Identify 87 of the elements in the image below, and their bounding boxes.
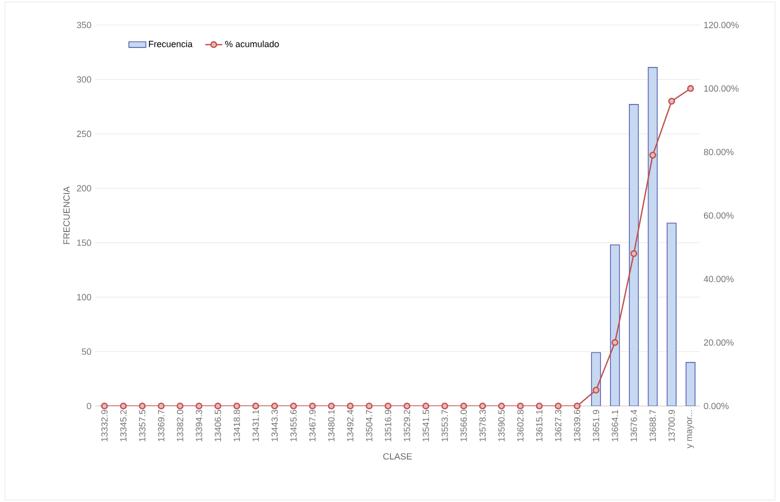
- legend-label: Frecuencia: [148, 40, 193, 48]
- y-tick-label: 350: [76, 22, 92, 28]
- x-tick-label: 13345.2: [120, 410, 127, 442]
- x-tick-label: 13676.4: [630, 410, 638, 442]
- point: [630, 250, 638, 258]
- point: [158, 402, 165, 410]
- bar: [628, 104, 639, 406]
- point: [649, 152, 656, 159]
- y2-tick-label: 40.00%: [704, 276, 734, 282]
- y2-tick-label: 100.00%: [704, 85, 739, 92]
- x-tick-label: 13443.3: [271, 410, 278, 442]
- point: [366, 402, 373, 410]
- point: [668, 98, 676, 105]
- x-tick-label: 13504.7: [366, 410, 372, 442]
- point: [404, 402, 410, 410]
- y-tick-label: 50: [82, 348, 92, 355]
- x-tick-label: 13566.0: [460, 410, 467, 442]
- bar: [591, 352, 601, 406]
- y2-tick-label: 60.00%: [704, 212, 734, 219]
- x-tick-label: 13541.5: [422, 410, 430, 442]
- point: [516, 402, 524, 410]
- y2-tick-label: 0.00%: [704, 402, 729, 410]
- x-axis-title: CLASE: [383, 453, 412, 460]
- bar: [610, 244, 620, 406]
- x-tick-label: 13332.9: [101, 410, 108, 442]
- y-tick-label: 150: [77, 240, 92, 246]
- point: [460, 402, 468, 410]
- y-tick-label: 300: [76, 76, 92, 83]
- y-tick-label: 100: [77, 294, 92, 300]
- x-tick-label: 13627.3: [555, 410, 562, 442]
- point: [687, 85, 694, 92]
- x-tick-label: 13615.1: [536, 410, 542, 442]
- point: [196, 402, 202, 410]
- x-tick-label: 13467.9: [309, 410, 316, 442]
- point: [138, 402, 146, 410]
- point: [233, 402, 240, 410]
- y-tick-label: 200: [76, 185, 92, 192]
- x-tick-label: 13590.5: [498, 410, 505, 442]
- x-tick-label: 13418.8: [234, 410, 240, 442]
- x-tick-label: 13431.1: [252, 410, 259, 442]
- legend-label: % acumulado: [225, 40, 279, 48]
- point: [554, 402, 562, 410]
- x-tick-label: 13394.3: [196, 410, 202, 442]
- x-tick-label: 13357.5: [139, 410, 146, 442]
- bar: [648, 67, 658, 406]
- y2-tick-label: 120.00%: [704, 22, 739, 28]
- x-tick-label: 13492.4: [347, 410, 354, 442]
- x-tick-label: 13553.7: [442, 410, 448, 442]
- point: [290, 402, 297, 410]
- point: [271, 402, 278, 410]
- point: [176, 402, 184, 410]
- x-tick-label: 13602.8: [517, 410, 524, 442]
- point: [611, 339, 618, 346]
- x-tick-label: y mayor...: [687, 410, 694, 448]
- point: [328, 402, 335, 410]
- point: [384, 402, 392, 410]
- x-tick-label: 13700.9: [668, 410, 675, 442]
- point: [479, 402, 486, 410]
- x-tick-label: 13516.9: [384, 410, 392, 442]
- point: [101, 402, 108, 410]
- point: [498, 402, 505, 410]
- point: [592, 386, 600, 394]
- x-tick-label: 13529.2: [404, 410, 410, 442]
- point: [214, 402, 222, 410]
- point: [120, 402, 127, 410]
- x-tick-label: 13688.7: [650, 410, 656, 442]
- y-axis-title: FRECUENCIA: [63, 186, 70, 244]
- point: [422, 402, 430, 410]
- x-tick-label: 13455.6: [290, 410, 297, 442]
- point: [308, 402, 316, 410]
- x-tick-label: 13406.5: [214, 410, 222, 442]
- point: [252, 402, 260, 410]
- x-tick-label: 13651.9: [592, 410, 600, 442]
- y2-tick-label: 80.00%: [704, 148, 734, 156]
- point: [441, 402, 448, 410]
- y2-tick-label: 20.00%: [704, 339, 734, 346]
- point: [346, 402, 354, 410]
- point: [536, 402, 543, 410]
- x-tick-label: 13369.7: [158, 410, 164, 442]
- x-tick-label: 13480.1: [328, 410, 335, 442]
- x-tick-label: 13382.0: [176, 410, 184, 442]
- y-tick-label: 0: [86, 402, 92, 410]
- x-tick-label: 13578.3: [479, 410, 486, 442]
- x-tick-label: 13639.6: [574, 410, 580, 442]
- x-tick-label: 13664.1: [612, 410, 618, 442]
- y-tick-label: 250: [76, 130, 92, 138]
- point: [574, 402, 581, 410]
